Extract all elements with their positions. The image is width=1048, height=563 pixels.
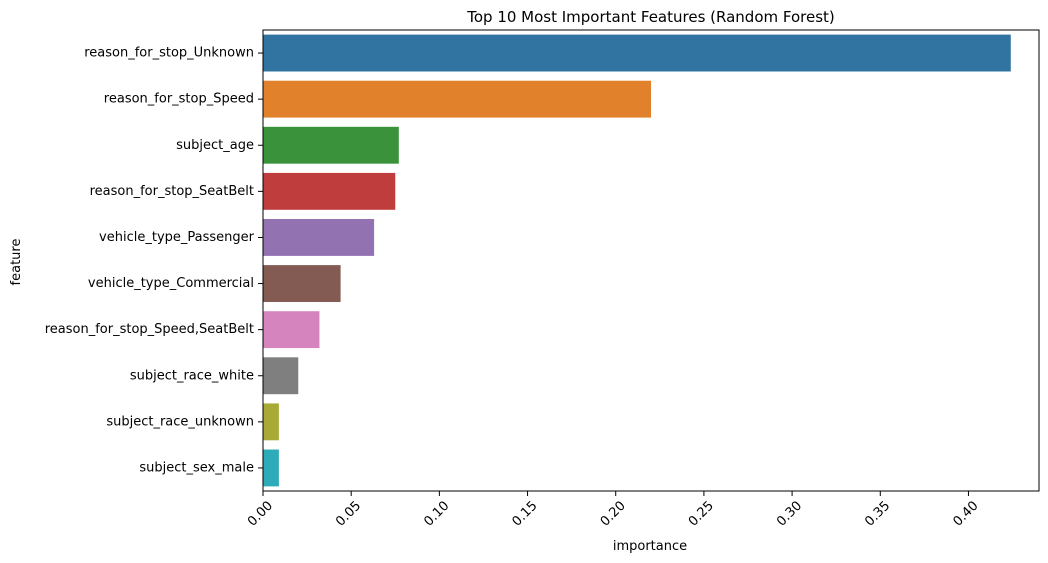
bar-4 xyxy=(263,219,375,256)
bar-8 xyxy=(263,403,279,441)
bar-3 xyxy=(263,172,396,210)
bar-2 xyxy=(263,126,399,164)
x-tick-label-8: 0.40 xyxy=(950,498,981,529)
x-tick-label-2: 0.10 xyxy=(421,498,452,529)
y-tick-label-6: reason_for_stop_Speed,SeatBelt xyxy=(45,322,254,337)
x-tick-label-0: 0.00 xyxy=(245,498,276,529)
y-tick-label-2: subject_age xyxy=(176,138,254,153)
chart-title: Top 10 Most Important Features (Random F… xyxy=(466,8,835,26)
bar-7 xyxy=(263,357,299,395)
bar-5 xyxy=(263,265,341,302)
y-tick-label-9: subject_sex_male xyxy=(139,460,254,475)
y-tick-label-7: subject_race_white xyxy=(130,368,254,383)
bars-group xyxy=(263,34,1011,487)
y-axis-label: feature xyxy=(9,239,24,286)
x-tick-label-7: 0.35 xyxy=(862,498,893,529)
x-tick-label-1: 0.05 xyxy=(333,498,364,529)
bar-1 xyxy=(263,80,651,118)
y-tick-label-5: vehicle_type_Commercial xyxy=(88,276,254,291)
y-tick-label-0: reason_for_stop_Unknown xyxy=(84,46,254,61)
y-tick-label-1: reason_for_stop_Speed xyxy=(104,92,254,107)
x-tick-label-6: 0.30 xyxy=(774,498,805,529)
x-tick-label-3: 0.15 xyxy=(510,498,541,529)
bar-6 xyxy=(263,311,320,349)
y-tick-labels: reason_for_stop_Unknown reason_for_stop_S… xyxy=(45,46,263,475)
x-tick-label-4: 0.20 xyxy=(598,498,629,529)
bar-9 xyxy=(263,449,279,487)
bar-0 xyxy=(263,34,1011,72)
x-axis-label: importance xyxy=(613,539,687,554)
x-tick-label-5: 0.25 xyxy=(686,498,717,529)
x-tick-labels: 0.00 0.05 0.10 0.15 0.20 0.25 0.30 0.35 0.40 xyxy=(245,491,982,530)
y-tick-label-8: subject_race_unknown xyxy=(106,414,254,429)
y-tick-label-3: reason_for_stop_SeatBelt xyxy=(90,184,254,199)
y-tick-label-4: vehicle_type_Passenger xyxy=(99,230,255,245)
plot-frame xyxy=(262,29,1040,492)
